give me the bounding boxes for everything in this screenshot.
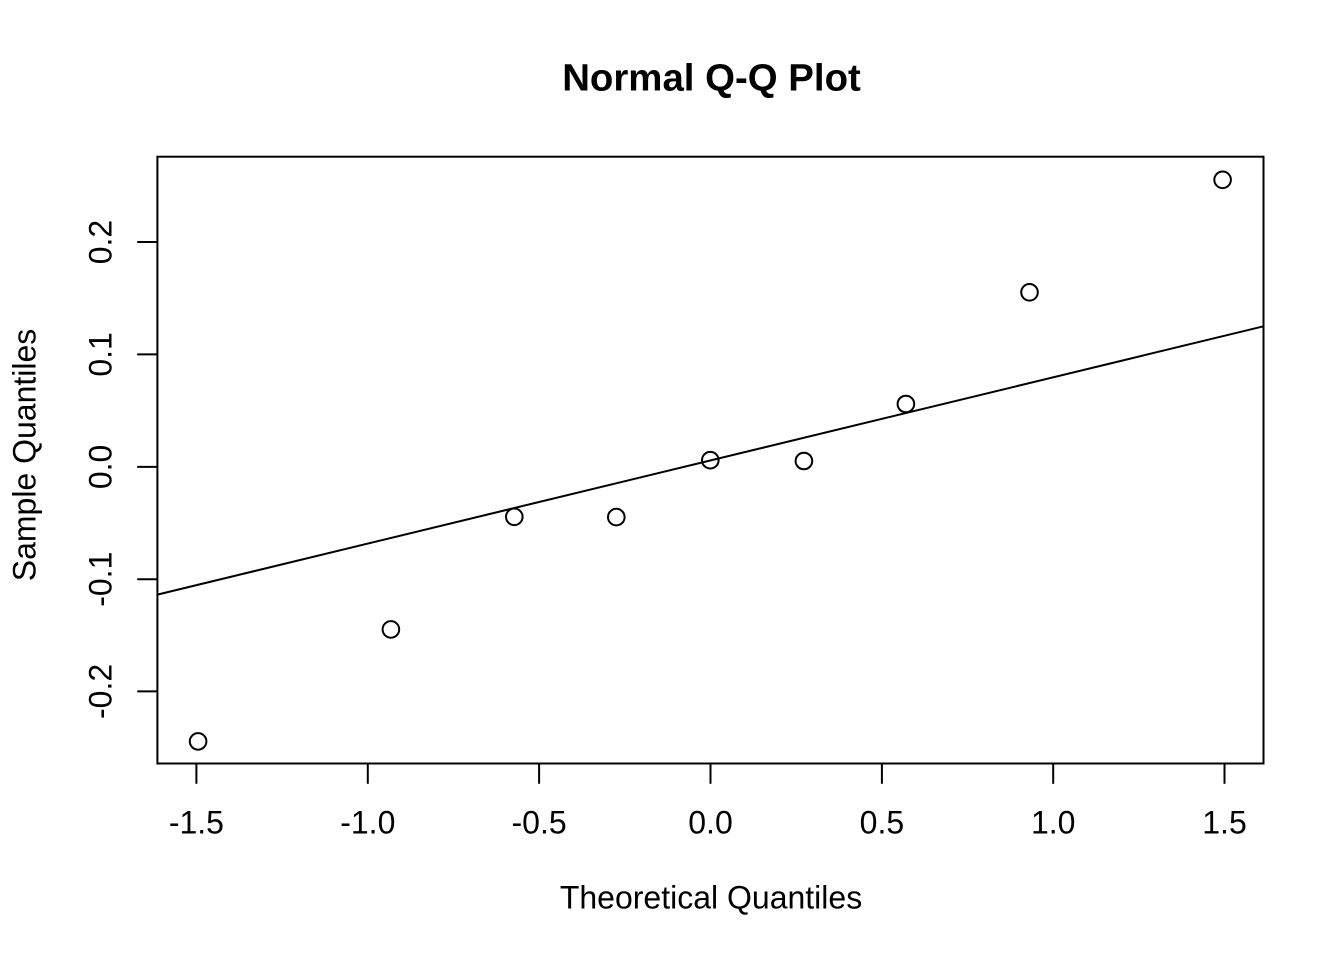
svg-text:-1.0: -1.0 — [340, 805, 395, 841]
svg-text:Normal Q-Q Plot: Normal Q-Q Plot — [562, 57, 861, 100]
svg-text:0.1: 0.1 — [83, 332, 119, 376]
svg-text:-0.2: -0.2 — [83, 664, 119, 719]
svg-text:Sample Quantiles: Sample Quantiles — [7, 329, 43, 582]
svg-text:-0.1: -0.1 — [83, 552, 119, 607]
svg-text:Theoretical Quantiles: Theoretical Quantiles — [560, 880, 862, 916]
svg-text:0.2: 0.2 — [83, 220, 119, 264]
svg-text:-0.5: -0.5 — [512, 805, 567, 841]
svg-text:0.5: 0.5 — [860, 805, 904, 841]
svg-text:1.5: 1.5 — [1202, 805, 1246, 841]
svg-text:0.0: 0.0 — [688, 805, 732, 841]
svg-text:0.0: 0.0 — [83, 445, 119, 489]
svg-text:1.0: 1.0 — [1031, 805, 1075, 841]
svg-text:-1.5: -1.5 — [169, 805, 224, 841]
